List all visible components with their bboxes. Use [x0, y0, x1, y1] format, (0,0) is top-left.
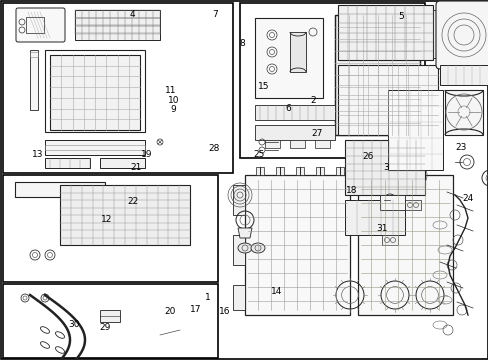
Text: 21: 21	[130, 163, 142, 172]
Bar	[432, 10, 444, 58]
FancyBboxPatch shape	[16, 8, 65, 42]
Bar	[314, 140, 329, 148]
Text: 12: 12	[101, 215, 112, 224]
Bar	[75, 26, 160, 34]
Text: 17: 17	[189, 305, 201, 314]
Bar	[254, 125, 334, 140]
Polygon shape	[238, 228, 251, 238]
Bar	[444, 90, 482, 135]
Bar	[275, 167, 284, 175]
Bar	[387, 90, 442, 170]
Text: 16: 16	[219, 307, 230, 316]
Bar	[357, 175, 452, 315]
Bar	[75, 10, 160, 40]
Bar	[26, 17, 44, 33]
Bar	[232, 185, 244, 215]
Text: 27: 27	[310, 130, 322, 139]
Text: 22: 22	[127, 197, 139, 206]
Bar	[289, 140, 305, 148]
Bar	[335, 167, 343, 175]
Bar	[30, 50, 38, 110]
Text: 13: 13	[32, 150, 44, 159]
Bar	[100, 158, 145, 168]
Text: 8: 8	[239, 39, 244, 48]
Text: 24: 24	[462, 194, 473, 203]
Text: 23: 23	[454, 143, 466, 152]
Ellipse shape	[250, 243, 264, 253]
Bar	[334, 15, 419, 135]
Bar	[254, 18, 323, 98]
Bar	[60, 185, 190, 245]
Bar	[100, 310, 120, 322]
Bar	[404, 200, 420, 210]
Ellipse shape	[238, 243, 251, 253]
Bar	[30, 52, 38, 57]
Bar	[240, 3, 424, 158]
Bar	[337, 65, 437, 135]
Bar	[345, 140, 424, 195]
Bar	[45, 140, 145, 155]
Bar	[75, 18, 160, 26]
Bar	[379, 195, 404, 210]
Text: 2: 2	[309, 96, 315, 105]
Text: 11: 11	[165, 86, 177, 95]
Bar	[3, 175, 218, 282]
Text: 9: 9	[170, 105, 176, 114]
Bar	[337, 5, 432, 60]
Bar	[334, 15, 419, 135]
Text: 28: 28	[208, 144, 220, 153]
Bar	[3, 3, 232, 173]
Text: 14: 14	[270, 287, 282, 296]
Bar	[381, 235, 397, 245]
Text: 26: 26	[361, 152, 373, 161]
FancyBboxPatch shape	[435, 1, 488, 69]
Bar	[439, 65, 487, 85]
Bar	[295, 167, 304, 175]
Bar	[256, 167, 264, 175]
Text: 4: 4	[129, 10, 135, 19]
Bar	[254, 105, 334, 120]
Text: 29: 29	[99, 323, 111, 332]
Bar	[15, 182, 105, 197]
Bar	[244, 175, 349, 315]
Bar	[45, 50, 145, 132]
Text: 6: 6	[285, 104, 291, 113]
Bar	[315, 167, 324, 175]
Text: 7: 7	[212, 10, 218, 19]
Text: 10: 10	[167, 96, 179, 105]
Bar	[345, 200, 404, 235]
Text: 25: 25	[253, 150, 264, 159]
Bar	[75, 10, 160, 18]
Bar	[45, 158, 90, 168]
Bar	[3, 284, 218, 358]
Text: 5: 5	[397, 12, 403, 21]
Bar	[289, 32, 305, 72]
Text: 30: 30	[68, 320, 80, 329]
Text: 31: 31	[376, 224, 387, 233]
Bar	[232, 235, 244, 265]
Bar	[264, 140, 280, 148]
Bar	[232, 285, 244, 310]
Bar	[50, 55, 140, 130]
Text: 19: 19	[141, 150, 152, 159]
Text: 3: 3	[383, 163, 388, 172]
Text: 1: 1	[204, 292, 210, 302]
Text: 15: 15	[258, 82, 269, 91]
Text: 18: 18	[346, 186, 357, 195]
Bar	[45, 145, 145, 150]
Text: 20: 20	[164, 307, 176, 316]
